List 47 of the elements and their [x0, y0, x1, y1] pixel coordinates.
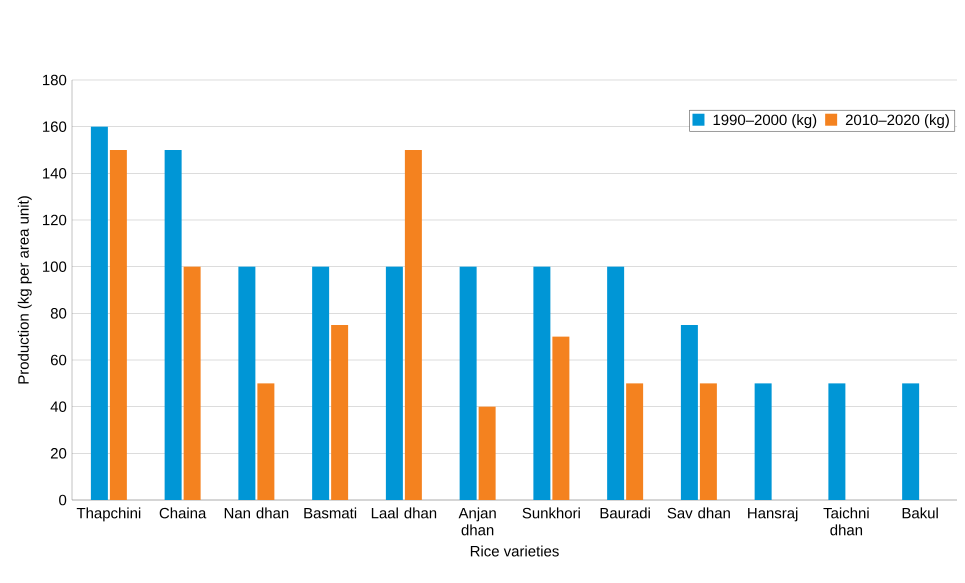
x-tick-label: Nan dhan: [224, 507, 288, 518]
bar: [404, 150, 422, 500]
bar: [478, 406, 496, 500]
bar: [312, 266, 330, 500]
bar: [90, 126, 108, 500]
x-tick-label: Laal dhan: [372, 507, 436, 518]
bar: [700, 383, 717, 500]
bar: [533, 266, 550, 500]
bar: [331, 325, 348, 500]
bar: [184, 266, 201, 500]
x-tick-label: Sav dhan: [668, 507, 730, 518]
y-tick-label: 180: [43, 74, 66, 86]
bar: [680, 325, 698, 500]
bar: [164, 150, 182, 500]
y-tick-label: 120: [43, 214, 66, 226]
y-tick-label: 80: [50, 308, 66, 319]
x-tick-label: Basmati: [304, 507, 356, 518]
x-axis-title: Rice varieties: [470, 546, 559, 556]
x-tick-label: Sunkhori: [522, 507, 580, 518]
legend-label: 2010–2020 (kg): [846, 114, 949, 128]
x-tick-label: Bauradi: [600, 507, 650, 518]
bar: [607, 266, 624, 500]
bar: [754, 383, 772, 500]
y-tick-label: 40: [50, 401, 66, 412]
bar: [552, 336, 570, 500]
y-tick-label: 0: [59, 494, 66, 506]
bar: [902, 383, 920, 500]
x-tick-label: Chaina: [160, 507, 206, 518]
bar: [386, 266, 403, 500]
bar: [460, 266, 477, 500]
y-tick-label: 100: [43, 261, 66, 272]
y-tick-label: 20: [50, 448, 66, 459]
x-tick-label: Hansraj: [748, 507, 798, 522]
legend-label: 1990–2000 (kg): [714, 114, 816, 128]
bar: [828, 383, 846, 500]
x-tick-label: Anjan dhan: [458, 507, 496, 536]
y-tick-label: 60: [50, 354, 66, 366]
x-tick-label: Bakul: [902, 507, 938, 518]
y-tick-label: 160: [43, 121, 66, 132]
bar: [238, 266, 256, 500]
bar: [110, 150, 127, 500]
x-tick-label: Thapchini: [76, 507, 140, 522]
y-axis-title: Production (kg per area unit): [18, 196, 32, 384]
bar: [626, 383, 644, 500]
x-tick-label: Taichni dhan: [823, 507, 869, 536]
y-tick-label: 140: [43, 168, 66, 179]
bar: [257, 383, 274, 500]
